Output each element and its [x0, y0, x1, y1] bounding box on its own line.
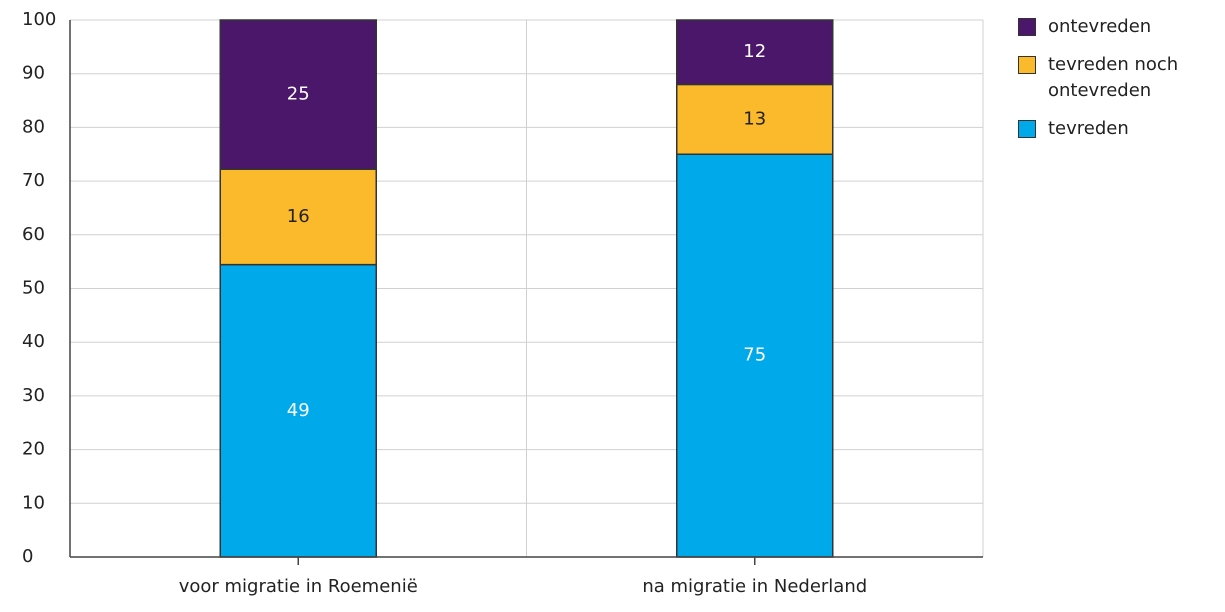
data-label: 25 — [287, 84, 310, 105]
legend-item: tevreden noch ontevreden — [1018, 52, 1218, 104]
data-label: 75 — [743, 345, 766, 366]
data-label: 13 — [743, 108, 766, 129]
bar-segment — [676, 153, 834, 558]
x-tick-label: voor migratie in Roemenië — [179, 576, 418, 597]
legend-swatch — [1018, 56, 1036, 74]
y-tick-label: 90 — [22, 63, 45, 84]
y-tick-label: 80 — [22, 116, 45, 137]
y-tick-label: 10 — [22, 492, 45, 513]
legend-label: tevreden — [1048, 118, 1129, 139]
bar-segment — [676, 19, 834, 86]
bar-segment — [219, 263, 377, 558]
legend-swatch — [1018, 120, 1036, 138]
data-label: 49 — [287, 400, 310, 421]
legend-label: tevreden noch ontevreden — [1048, 54, 1179, 101]
data-label: 16 — [287, 206, 310, 227]
y-tick-label: 70 — [22, 170, 45, 191]
y-tick-label: 50 — [22, 278, 45, 299]
bar-segment — [676, 83, 834, 155]
x-tick-label: na migratie in Nederland — [642, 576, 867, 597]
y-tick-label: 30 — [22, 385, 45, 406]
legend-label: ontevreden — [1048, 16, 1152, 37]
data-label: 12 — [743, 41, 766, 62]
y-tick-label: 40 — [22, 331, 45, 352]
legend: ontevreden tevreden noch ontevreden tevred… — [1018, 14, 1218, 154]
y-tick-label: 20 — [22, 439, 45, 460]
y-tick-label: 60 — [22, 224, 45, 245]
bar-segment — [219, 19, 377, 170]
y-tick-label: 0 — [22, 546, 33, 567]
legend-item: ontevreden — [1018, 14, 1218, 40]
legend-swatch — [1018, 18, 1036, 36]
y-tick-label: 100 — [22, 9, 56, 30]
legend-item: tevreden — [1018, 116, 1218, 142]
